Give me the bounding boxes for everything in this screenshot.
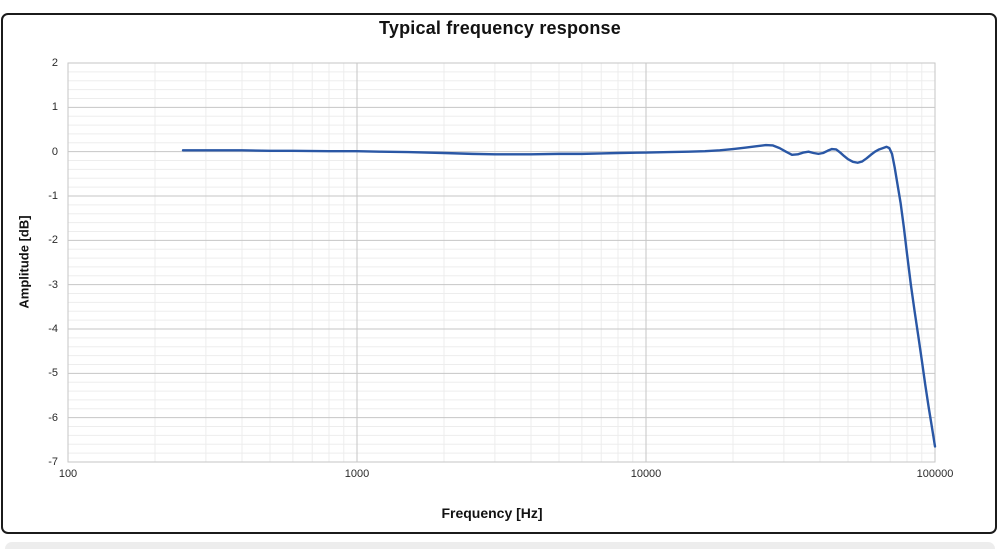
x-tick-label: 1000 [344, 468, 370, 480]
y-tick-label: -2 [48, 234, 58, 247]
bottom-page-edge [5, 542, 995, 549]
x-tick-label: 100000 [916, 468, 954, 480]
response-curve-line [181, 143, 937, 448]
y-tick-label: -7 [48, 456, 58, 468]
y-tick-label: 0 [51, 145, 58, 158]
y-tick-label: -6 [48, 411, 58, 424]
y-tick-label: 1 [51, 101, 58, 114]
chart-card [1, 13, 997, 534]
y-axis-title: Amplitude [dB] [16, 215, 32, 309]
y-tick-label: 2 [51, 57, 58, 69]
x-tick-label: 100 [58, 468, 78, 480]
x-tick-label: 10000 [630, 468, 662, 480]
chart-title: Typical frequency response [379, 18, 621, 38]
y-tick-label: -1 [48, 190, 58, 202]
y-tick-label: -5 [48, 367, 58, 380]
x-axis-title: Frequency [Hz] [441, 505, 543, 521]
y-tick-label: -4 [48, 323, 58, 335]
y-tick-label: -3 [48, 278, 58, 291]
plot-frame [67, 62, 936, 463]
